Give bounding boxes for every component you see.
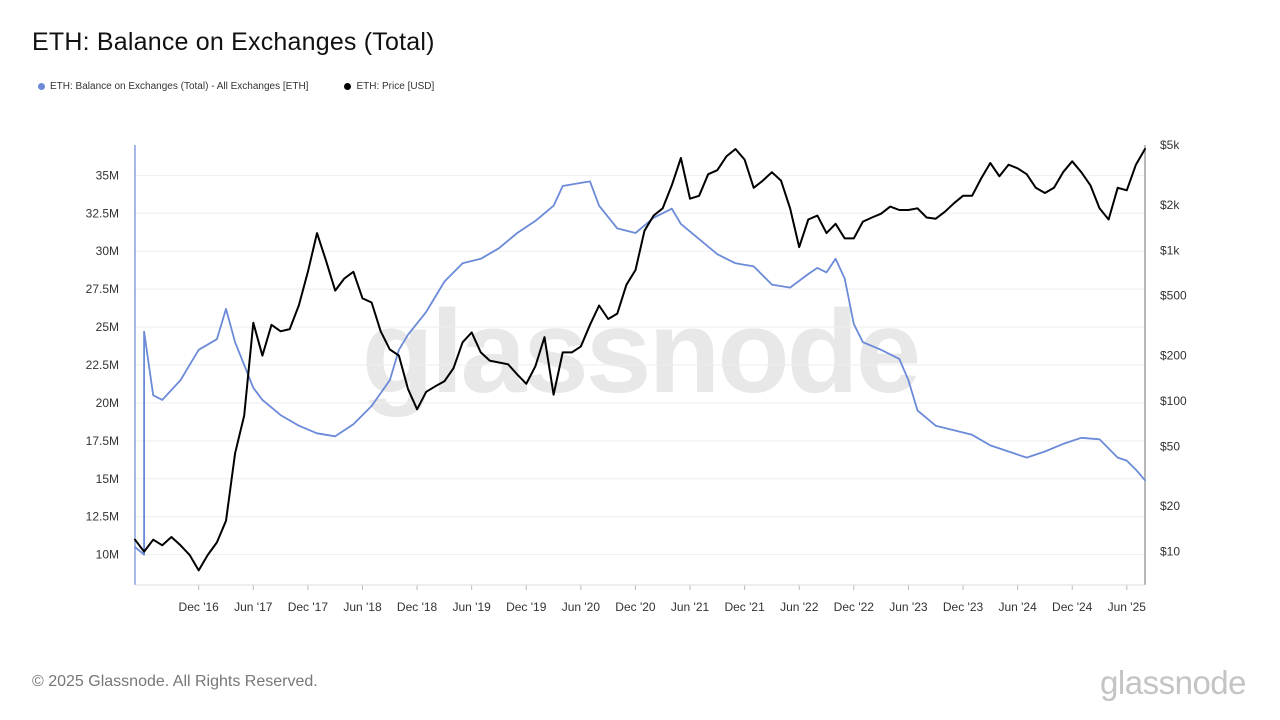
legend-item-price[interactable]: ETH: Price [USD]	[344, 81, 434, 92]
series-line-balance	[134, 180, 1146, 556]
x-tick-label: Jun '22	[780, 600, 819, 614]
y-left-tick-label: 17.5M	[86, 434, 119, 448]
y-right-tick-label: $5k	[1160, 138, 1180, 152]
legend-dot-price	[344, 83, 352, 90]
x-tick-label: Jun '18	[343, 600, 382, 614]
x-tick-label: Dec '20	[615, 600, 656, 614]
series-line-price	[134, 148, 1146, 572]
y-right-tick-label: $1k	[1160, 243, 1180, 257]
y-right-tick-label: $100	[1160, 394, 1187, 408]
x-tick-label: Dec '21	[724, 600, 765, 614]
copyright-text: © 2025 Glassnode. All Rights Reserved.	[32, 673, 318, 690]
line-chart: glassnode 10M 12.5M 15M 17.5M 20M 22.5M 25M 27.…	[86, 138, 1187, 614]
y-left-tick-label: 27.5M	[86, 282, 119, 296]
x-tick-label: Jun '23	[889, 600, 928, 614]
y-left-tick-label: 15M	[96, 472, 119, 486]
x-tick-label: Jun '17	[234, 600, 273, 614]
chart-watermark: glassnode	[362, 286, 919, 418]
y-left-tick-label: 35M	[96, 168, 119, 182]
y-left-tick-label: 20M	[96, 396, 119, 410]
y-right-tick-label: $20	[1160, 499, 1180, 513]
x-tick-label: Dec '22	[834, 600, 875, 614]
chart-grid	[135, 174, 1145, 556]
y-right-tick-label: $10	[1160, 545, 1180, 559]
x-tick-label: Jun '21	[671, 600, 710, 614]
x-tick-label: Dec '17	[288, 600, 329, 614]
y-left-tick-label: 10M	[96, 548, 119, 562]
x-tick-label: Dec '16	[179, 600, 220, 614]
y-right-tick-label: $50	[1160, 439, 1180, 453]
y-right-tick-label: $500	[1160, 289, 1187, 303]
x-tick-label: Jun '20	[562, 600, 601, 614]
legend-dot-balance	[38, 83, 45, 90]
y-left-tick-label: 30M	[96, 244, 119, 258]
legend-label-price: ETH: Price [USD]	[356, 81, 435, 92]
glassnode-logo: glassnode	[1100, 664, 1246, 701]
x-tick-label: Jun '19	[453, 600, 492, 614]
y-right-tick-label: $2k	[1160, 198, 1180, 212]
chart-series	[134, 148, 1146, 572]
chart-legend: ETH: Balance on Exchanges (Total) - All …	[38, 81, 434, 92]
x-tick-label: Jun '24	[998, 600, 1037, 614]
y-left-tick-label: 12.5M	[86, 510, 119, 524]
legend-label-balance: ETH: Balance on Exchanges (Total) - All …	[50, 81, 309, 92]
y-right-tick-label: $200	[1160, 349, 1187, 363]
page-title: ETH: Balance on Exchanges (Total)	[32, 28, 435, 56]
chart-axes: 10M 12.5M 15M 17.5M 20M 22.5M 25M 27.5M 30M 32.5M…	[86, 138, 1187, 614]
x-tick-label: Dec '18	[397, 600, 438, 614]
y-left-tick-label: 25M	[96, 320, 119, 334]
y-left-tick-label: 22.5M	[86, 358, 119, 372]
legend-item-balance[interactable]: ETH: Balance on Exchanges (Total) - All …	[38, 81, 308, 92]
x-tick-label: Dec '23	[943, 600, 984, 614]
x-tick-label: Dec '19	[506, 600, 547, 614]
x-tick-label: Dec '24	[1052, 600, 1093, 614]
y-left-tick-label: 32.5M	[86, 206, 119, 220]
x-tick-label: Jun '25	[1108, 600, 1147, 614]
